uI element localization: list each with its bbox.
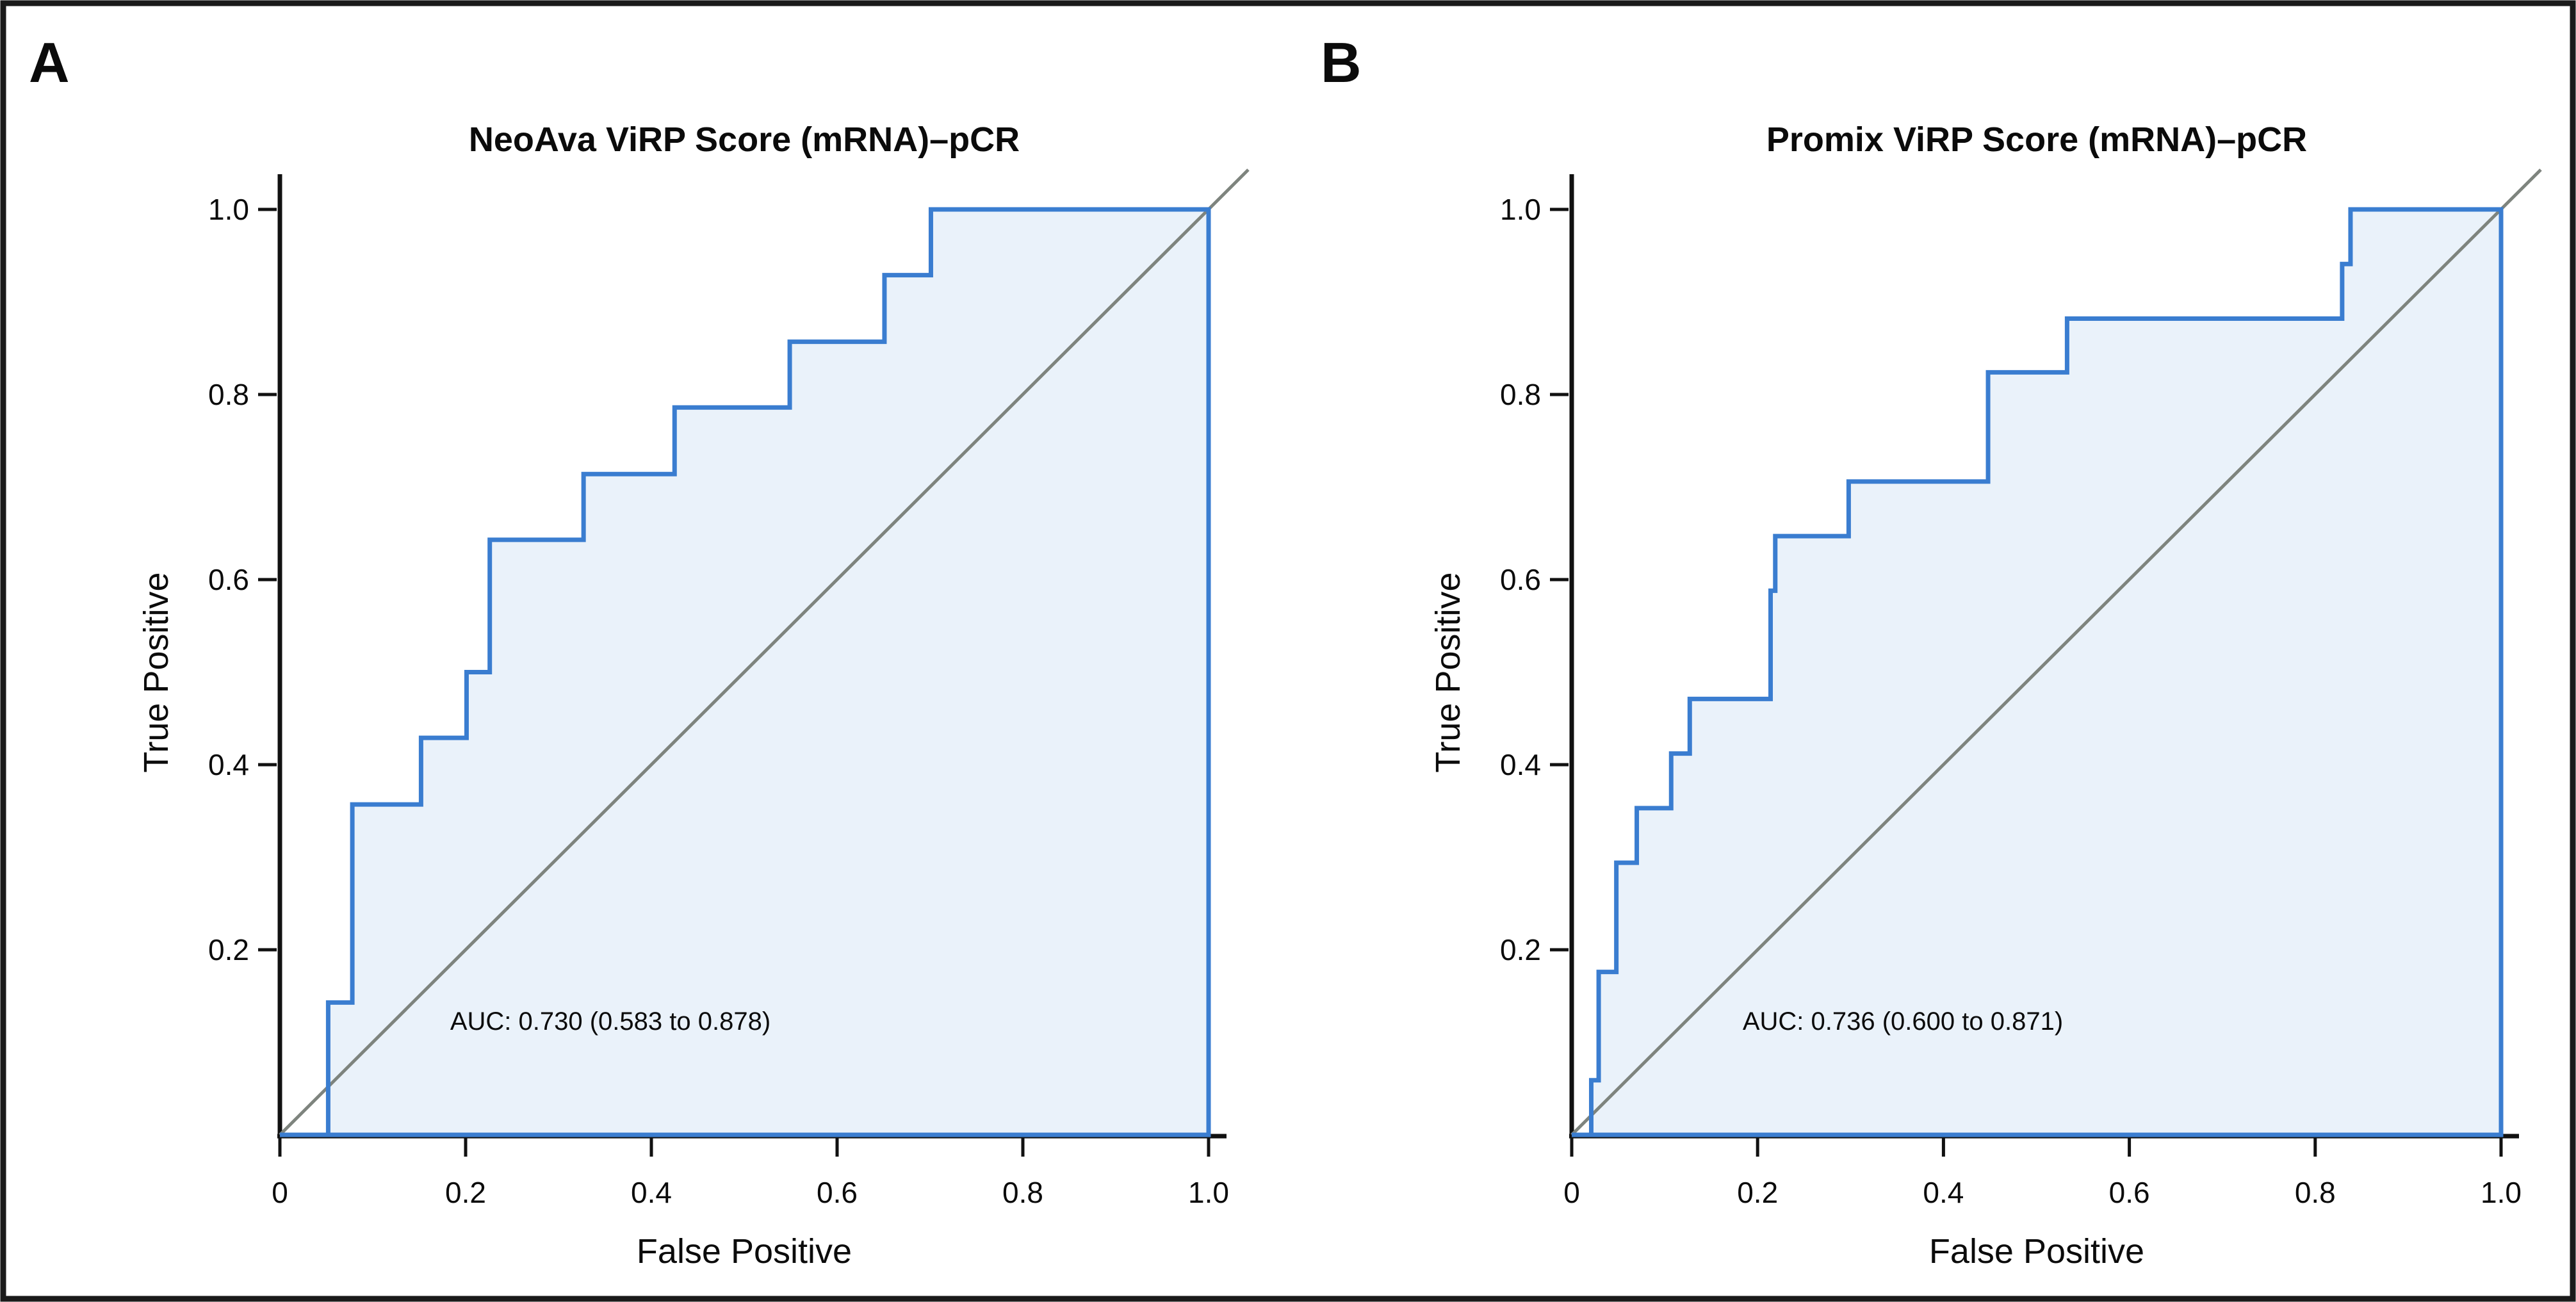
roc-curve bbox=[280, 207, 1211, 1137]
plot-area: 0 0.2 0.4 0.6 0.8 1.0 0.2 0.4 0.6 0.8 1.0 bbox=[208, 168, 1250, 1209]
y-tick-label: 0.8 bbox=[1500, 378, 1541, 411]
y-tick-label: 0.6 bbox=[208, 563, 249, 596]
x-tick-label: 0.8 bbox=[1002, 1176, 1043, 1209]
y-tick-label: 0.2 bbox=[1500, 933, 1541, 966]
x-tick-label: 0.2 bbox=[1737, 1176, 1778, 1209]
y-tick-label: 1.0 bbox=[1500, 193, 1541, 226]
x-axis-label: False Positive bbox=[1929, 1232, 2144, 1271]
plot-area: 0 0.2 0.4 0.6 0.8 1.0 0.2 0.4 0.6 0.8 1.0 bbox=[1500, 168, 2542, 1209]
y-tick-label: 0.8 bbox=[208, 378, 249, 411]
x-tick-label: 0.6 bbox=[817, 1176, 858, 1209]
x-tick-label: 0.6 bbox=[2109, 1176, 2150, 1209]
auc-annotation: AUC: 0.730 (0.583 to 0.878) bbox=[450, 1007, 770, 1036]
x-tick-label: 0.8 bbox=[2295, 1176, 2336, 1209]
y-tick-label: 1.0 bbox=[208, 193, 249, 226]
x-tick-label: 0 bbox=[1563, 1176, 1580, 1209]
chart-title: NeoAva ViRP Score (mRNA)–pCR bbox=[469, 120, 1020, 159]
y-axis-label: True Positive bbox=[1429, 572, 1467, 772]
x-tick-label: 1.0 bbox=[2481, 1176, 2522, 1209]
x-tick-label: 0.4 bbox=[1923, 1176, 1964, 1209]
y-tick-label: 0.4 bbox=[208, 748, 249, 781]
y-axis-label: True Positive bbox=[137, 572, 175, 772]
reference-diagonal bbox=[279, 168, 1250, 1136]
y-tick-label: 0.6 bbox=[1500, 563, 1541, 596]
x-axis-label: False Positive bbox=[637, 1232, 852, 1271]
reference-diagonal bbox=[1570, 168, 2542, 1136]
panel-b: 0 0.2 0.4 0.6 0.8 1.0 0.2 0.4 0.6 0.8 1.0 B Promix… bbox=[1321, 31, 2542, 1271]
panel-label: A bbox=[29, 31, 70, 94]
y-tick-label: 0.2 bbox=[208, 933, 249, 966]
x-tick-label: 0 bbox=[272, 1176, 288, 1209]
x-tick-label: 1.0 bbox=[1188, 1176, 1229, 1209]
auc-annotation: AUC: 0.736 (0.600 to 0.871) bbox=[1743, 1007, 2063, 1036]
y-tick-label: 0.4 bbox=[1500, 748, 1541, 781]
panel-label: B bbox=[1321, 31, 1362, 94]
chart-title: Promix ViRP Score (mRNA)–pCR bbox=[1766, 120, 2307, 159]
panel-a: 0 0.2 0.4 0.6 0.8 1.0 0.2 0.4 0.6 0.8 1.0 A NeoAva… bbox=[29, 31, 1250, 1271]
x-tick-label: 0.2 bbox=[445, 1176, 486, 1209]
roc-curve bbox=[1572, 207, 2504, 1137]
x-tick-label: 0.4 bbox=[631, 1176, 672, 1209]
